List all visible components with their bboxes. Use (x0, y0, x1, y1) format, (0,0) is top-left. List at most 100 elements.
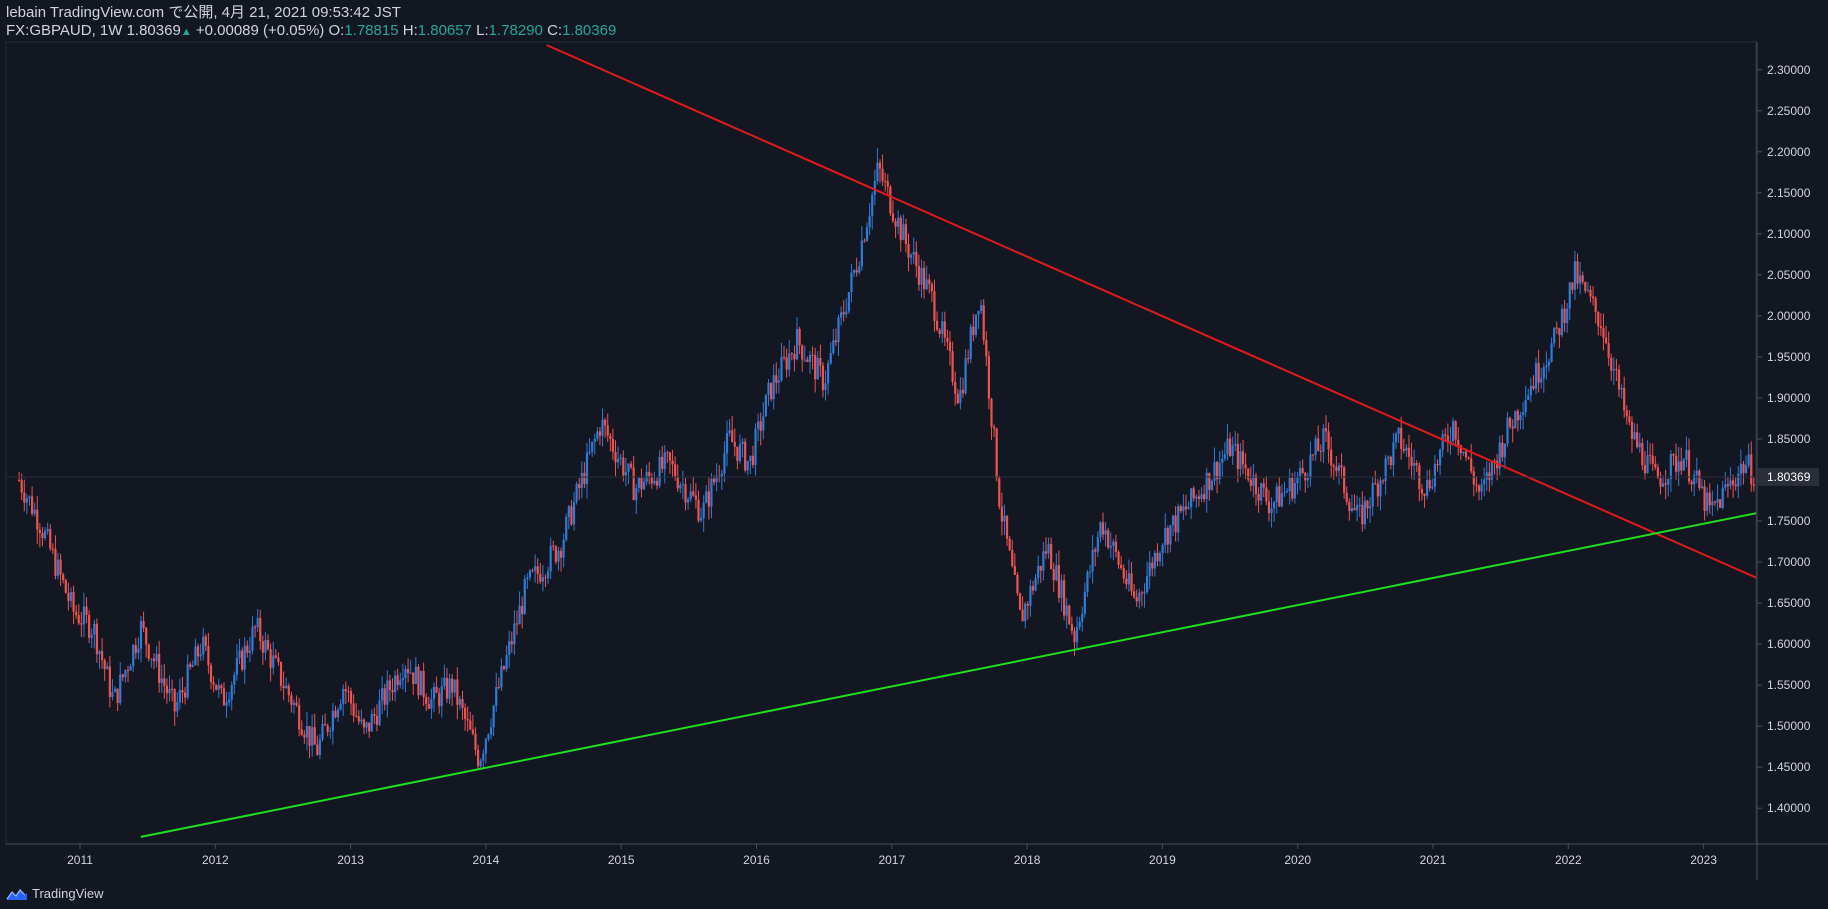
candle-body (362, 719, 366, 728)
candle-body (119, 674, 122, 704)
candle-body (1065, 605, 1068, 616)
price-tick-label: 1.70000 (1767, 555, 1811, 569)
candle-body (1278, 486, 1281, 507)
candle-body (1560, 308, 1564, 336)
candle-body (591, 441, 594, 452)
candle-body (1597, 312, 1600, 327)
candle-body (152, 658, 156, 662)
candle-body (925, 279, 928, 290)
candle-body (679, 485, 682, 489)
candle-body (484, 739, 487, 754)
candle-body (1249, 479, 1252, 486)
candle-body (1646, 454, 1649, 474)
candle-body (435, 686, 438, 693)
candle-body (935, 320, 939, 330)
candle-body (344, 689, 347, 692)
candle-body (1553, 327, 1556, 344)
candle-body (539, 573, 542, 582)
candle-body (741, 441, 744, 444)
tradingview-brand[interactable]: TradingView (6, 886, 104, 901)
candle-body (671, 460, 674, 465)
candle-body (1659, 478, 1662, 487)
candle-body (222, 688, 226, 706)
candle-body (1529, 385, 1532, 396)
candle-body (990, 398, 993, 427)
candle-body (246, 645, 249, 653)
candle-body (331, 710, 334, 731)
candle-body (360, 719, 363, 722)
candle-body (241, 650, 244, 670)
candle-body (1070, 624, 1073, 631)
candle-body (1405, 447, 1408, 451)
time-tick-label: 2020 (1284, 853, 1311, 867)
candle-body (75, 611, 78, 616)
candle-body (1244, 464, 1247, 469)
time-tick-label: 2018 (1014, 853, 1041, 867)
candle-body (980, 305, 983, 311)
candle-body (1436, 464, 1439, 466)
candle-body (1586, 289, 1589, 291)
candle-body (406, 668, 410, 674)
resistance-trendline[interactable] (546, 44, 1828, 697)
candle-body (617, 458, 620, 463)
candle-body (956, 393, 959, 404)
candle-body (1241, 451, 1245, 465)
candle-body (427, 704, 430, 709)
candle-body (922, 267, 926, 290)
candle-body (1545, 365, 1548, 368)
candle-body (308, 725, 311, 746)
price-tick-label: 1.65000 (1767, 596, 1811, 610)
candle-body (329, 730, 332, 732)
candle-body (702, 502, 705, 518)
candle-body (515, 623, 519, 625)
plot-area[interactable] (5, 41, 1828, 880)
candle-body (852, 270, 856, 273)
candle-body (458, 699, 462, 705)
candle-body (736, 446, 739, 461)
candle-body (1008, 538, 1011, 550)
time-axis[interactable]: 2011 2012 2013 2014 2015 2016 2017 2018 2019 2020… (67, 844, 1717, 867)
candle-body (1672, 454, 1675, 456)
candle-body (1589, 289, 1592, 297)
candle-body (567, 506, 570, 517)
candle-body (915, 251, 918, 266)
candle-body (259, 618, 262, 642)
time-tick-label: 2016 (743, 853, 770, 867)
candle-body (744, 441, 747, 471)
candle-body (593, 438, 596, 442)
candle-body (1566, 308, 1569, 324)
candle-body (54, 548, 57, 576)
candle-body (129, 666, 132, 671)
candle-body (827, 363, 830, 384)
candle-body (1301, 468, 1304, 473)
candle-body (570, 506, 573, 525)
candle-body (461, 699, 464, 708)
trendlines[interactable] (140, 44, 1828, 838)
candle-body (93, 623, 96, 635)
candle-body (1322, 428, 1325, 452)
candle-body (49, 529, 52, 549)
time-tick-label: 2012 (202, 853, 229, 867)
candle-body (108, 666, 111, 698)
candle-body (1350, 508, 1354, 511)
symbol-name[interactable]: FX:GBPAUD, 1W (6, 22, 123, 39)
candle-body (1750, 454, 1753, 485)
candle-body (832, 340, 835, 353)
price-axis[interactable]: 2.30000 2.25000 2.20000 2.15000 2.10000 2.050… (6, 63, 1819, 815)
candle-body (878, 162, 882, 169)
candle-body (505, 655, 508, 669)
support-trendline[interactable] (140, 459, 1828, 838)
candle-body (1275, 486, 1278, 503)
candle-body (62, 574, 65, 581)
candle-body (430, 699, 433, 709)
candle-body (269, 649, 272, 668)
candle-body (1317, 438, 1320, 451)
candle-body (728, 430, 731, 434)
open-label: O: (328, 22, 345, 39)
candle-body (642, 481, 646, 490)
current-price-badge (1758, 467, 1819, 486)
candle-body (1389, 456, 1392, 466)
candle-body (126, 670, 130, 672)
candle-body (386, 680, 389, 705)
